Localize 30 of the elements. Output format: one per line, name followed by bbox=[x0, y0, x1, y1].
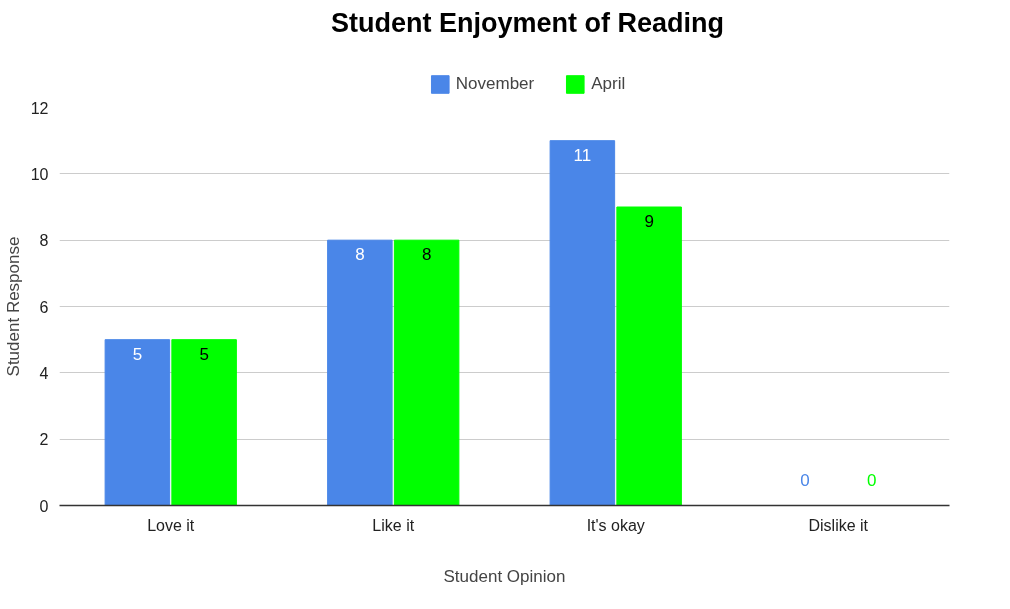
y-tick-label: 8 bbox=[39, 232, 49, 250]
y-tick-label: 10 bbox=[30, 165, 49, 183]
bar bbox=[104, 339, 171, 506]
x-axis-title: Student Opinion bbox=[443, 566, 566, 586]
chart-title: Student Enjoyment of Reading bbox=[331, 7, 725, 38]
data-label: 0 bbox=[800, 470, 810, 490]
data-label: 5 bbox=[132, 344, 143, 364]
bar bbox=[616, 206, 682, 506]
y-tick-label: 4 bbox=[39, 364, 49, 382]
data-label: 0 bbox=[866, 470, 877, 490]
bar bbox=[171, 339, 237, 506]
y-tick-label: 6 bbox=[39, 298, 49, 316]
legend-label: November bbox=[455, 74, 535, 94]
data-label: 8 bbox=[421, 245, 432, 265]
data-label: 5 bbox=[199, 344, 209, 364]
bar bbox=[393, 239, 460, 506]
x-tick-label: Like it bbox=[372, 516, 415, 534]
x-tick-label: It's okay bbox=[586, 516, 645, 534]
y-tick-label: 2 bbox=[39, 431, 49, 449]
legend-label: April bbox=[591, 74, 626, 94]
y-axis-title: Student Response bbox=[3, 236, 23, 377]
bar bbox=[549, 140, 616, 506]
x-tick-label: Dislike it bbox=[808, 516, 869, 534]
data-label: 8 bbox=[355, 245, 365, 265]
data-label: 9 bbox=[644, 212, 654, 231]
y-tick-label: 0 bbox=[39, 497, 49, 515]
y-tick-label: 12 bbox=[30, 99, 49, 117]
x-tick-label: Love it bbox=[147, 516, 195, 534]
data-label: 11 bbox=[573, 145, 592, 165]
bar bbox=[327, 239, 393, 506]
